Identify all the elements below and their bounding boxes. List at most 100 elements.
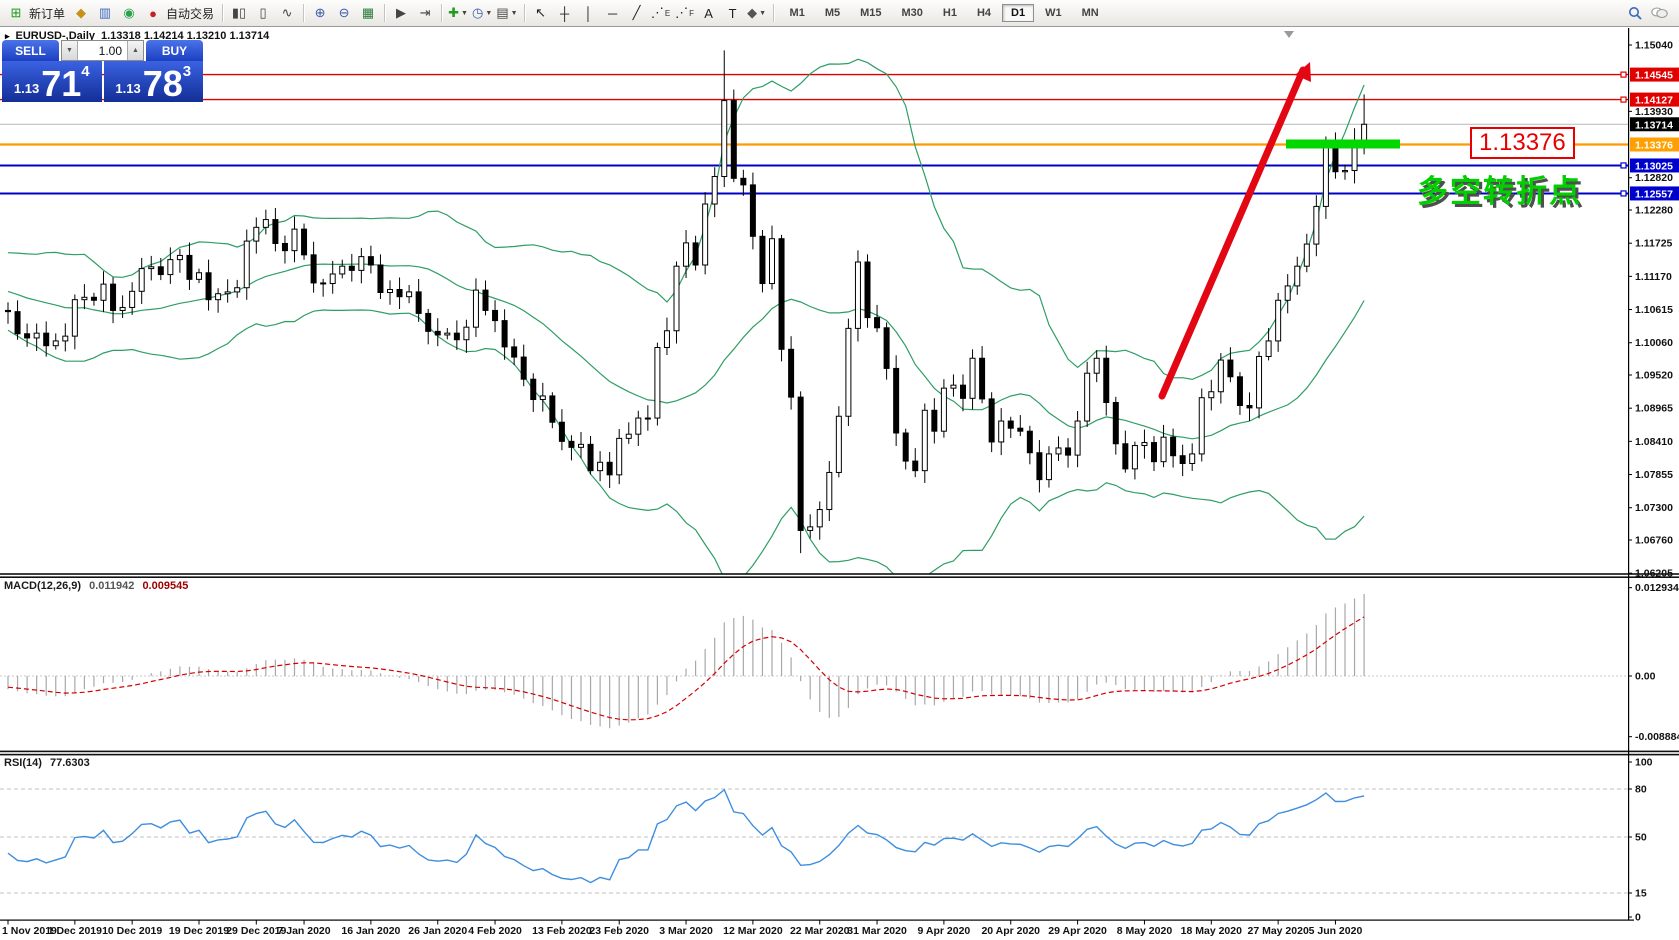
styler-icon[interactable]: ◆ — [76, 5, 87, 20]
svg-text:31 Mar 2020: 31 Mar 2020 — [847, 925, 907, 937]
fibo-expansion-icon[interactable]: ⋰ F — [675, 5, 694, 20]
templates-icon[interactable]: ▤ ▼ — [496, 5, 518, 20]
svg-text:1.10060: 1.10060 — [1635, 337, 1673, 349]
price-panel — [0, 50, 1628, 574]
zoom-out-icon[interactable]: ⊖ — [338, 5, 350, 20]
new-order-label[interactable]: 新订单 — [29, 6, 66, 21]
svg-text:29 Dec 2019: 29 Dec 2019 — [226, 925, 286, 937]
buy-price-pip: 3 — [182, 63, 192, 80]
macd-window-label: MACD(12,26,9) 0.011942 0.009545 — [4, 580, 188, 592]
sell-price-display[interactable]: 1.13 71 4 — [2, 61, 102, 102]
bollinger-upper-band — [7, 58, 1365, 381]
open-chart-icon[interactable]: ▥ — [98, 5, 112, 20]
svg-text:1.06760: 1.06760 — [1635, 535, 1673, 547]
svg-text:1 Dec 2019: 1 Dec 2019 — [48, 925, 102, 937]
svg-text:0.012934: 0.012934 — [1635, 582, 1679, 594]
indicators-icon[interactable]: ✚ ▼ — [448, 5, 468, 20]
timeframe-button-D1[interactable]: D1 — [1002, 4, 1035, 22]
svg-text:100: 100 — [1635, 757, 1653, 769]
svg-text:27 May 2020: 27 May 2020 — [1247, 925, 1308, 937]
svg-text:20 Apr 2020: 20 Apr 2020 — [981, 925, 1040, 937]
candlestick-chart-icon[interactable]: ▯ — [259, 5, 267, 20]
search-icon[interactable] — [1624, 2, 1646, 24]
trend-arrow[interactable] — [1158, 62, 1311, 400]
sell-price-prefix: 1.13 — [13, 81, 40, 96]
timeframe-button-M5[interactable]: M5 — [824, 7, 841, 19]
window-separator[interactable] — [0, 576, 1679, 578]
volume-value[interactable]: 1.00 — [98, 43, 122, 58]
chart-shift-icon[interactable]: ⇥ — [419, 5, 431, 20]
svg-text:0.00: 0.00 — [1635, 671, 1656, 683]
text-icon[interactable]: T — [728, 5, 737, 21]
autotrading-label[interactable]: 自动交易 — [166, 6, 215, 21]
arrows-icon[interactable]: ◆ ▼ — [747, 5, 767, 20]
svg-text:1.09520: 1.09520 — [1635, 370, 1673, 382]
autotrading-icon[interactable]: ● — [149, 5, 157, 21]
svg-text:80: 80 — [1635, 784, 1647, 796]
new-order-icon[interactable]: ⊞ — [10, 5, 22, 20]
fibo-retracement-icon[interactable]: ⋰ E — [650, 5, 671, 20]
support-highlight-bar[interactable] — [1286, 139, 1400, 149]
horizontal-line-icon[interactable]: ─ — [607, 5, 618, 21]
sell-button[interactable]: SELL — [2, 40, 59, 61]
svg-text:10 Dec 2019: 10 Dec 2019 — [102, 925, 162, 937]
zoom-in-icon[interactable]: ⊕ — [314, 5, 326, 20]
sell-price-main: 71 — [41, 63, 82, 104]
price-annotation-box[interactable]: 1.13376 — [1470, 127, 1575, 159]
bar-chart-icon[interactable]: ▮▯ — [231, 5, 247, 20]
bull-bear-turning-point-label[interactable]: 多空转折点 — [1417, 174, 1582, 209]
cursor-icon[interactable]: ↖ — [535, 5, 546, 20]
volume-decrease-button[interactable]: ▼ — [62, 41, 78, 60]
svg-text:50: 50 — [1635, 832, 1647, 844]
line-chart-icon[interactable]: ∿ — [281, 5, 293, 20]
toolbar-separator — [384, 4, 386, 22]
svg-text:1.10615: 1.10615 — [1635, 304, 1673, 316]
macd-signal-value: 0.009545 — [142, 580, 189, 592]
svg-text:1.13930: 1.13930 — [1635, 106, 1673, 118]
crosshair-icon[interactable]: ┼ — [559, 5, 570, 21]
timeframe-button-H4[interactable]: H4 — [976, 7, 992, 19]
timeframe-button-H1[interactable]: H1 — [942, 7, 957, 19]
toolbar-buttons: ⊞ 新订单 ◆ ▥ ◉ ● 自动交易 ▮▯ ▯ ∿ ⊕ ⊖ ▦ ▶ ⇥ ✚ ▼ ◷ ▼ ▤ ▼ ↖ ┼ │ ─ ╱ ⋰ E ⋰ F A T ◆ ▼ — [4, 2, 778, 24]
svg-text:19 Dec 2019: 19 Dec 2019 — [169, 925, 229, 937]
svg-text:9 Apr 2020: 9 Apr 2020 — [918, 925, 971, 937]
buy-button[interactable]: BUY — [146, 40, 203, 61]
periods-icon[interactable]: ◷ ▼ — [472, 5, 493, 20]
signals-icon[interactable]: ◉ — [123, 5, 135, 20]
chart-shift-marker[interactable] — [1284, 31, 1294, 38]
rsi-window-label: RSI(14) 77.6303 — [4, 757, 90, 769]
window-separator[interactable] — [0, 750, 1679, 753]
macd-panel — [0, 593, 1628, 729]
vertical-line-icon[interactable]: │ — [584, 5, 593, 21]
rsi-value: 77.6303 — [49, 757, 90, 769]
buy-price-display[interactable]: 1.13 78 3 — [103, 61, 203, 102]
svg-text:15: 15 — [1635, 888, 1647, 900]
svg-text:3 Mar 2020: 3 Mar 2020 — [659, 925, 713, 937]
timeframe-button-M1[interactable]: M1 — [789, 7, 805, 19]
trendline-icon[interactable]: ╱ — [632, 5, 641, 20]
timeframe-button-MN[interactable]: MN — [1081, 7, 1099, 19]
time-axis-line — [0, 919, 1634, 921]
price-axis[interactable]: 1.15040 1.13930 1.12820 1.12280 1.11725 1.111… — [1620, 40, 1679, 924]
bollinger-middle-band — [7, 263, 1365, 440]
window-separator[interactable] — [0, 573, 1679, 575]
sell-price-pip: 4 — [81, 63, 90, 80]
candlestick-series — [5, 50, 1368, 554]
chat-icon[interactable] — [1648, 2, 1670, 24]
svg-text:1.11725: 1.11725 — [1635, 238, 1673, 250]
text-label-icon[interactable]: A — [704, 5, 713, 21]
timeframe-button-M15[interactable]: M15 — [860, 7, 882, 19]
tile-windows-icon[interactable]: ▦ — [361, 5, 375, 20]
timeframe-button-W1[interactable]: W1 — [1045, 7, 1062, 19]
window-separator[interactable] — [0, 753, 1679, 756]
svg-text:1.06205: 1.06205 — [1635, 568, 1673, 580]
buy-price-prefix: 1.13 — [115, 81, 141, 96]
svg-text:26 Jan 2020: 26 Jan 2020 — [408, 925, 467, 937]
svg-text:1.08410: 1.08410 — [1635, 436, 1673, 448]
auto-scroll-icon[interactable]: ▶ — [396, 5, 407, 20]
timeframe-button-M30[interactable]: M30 — [901, 7, 923, 19]
rsi-line — [7, 788, 1365, 884]
volume-increase-button[interactable]: ▲ — [127, 41, 143, 60]
